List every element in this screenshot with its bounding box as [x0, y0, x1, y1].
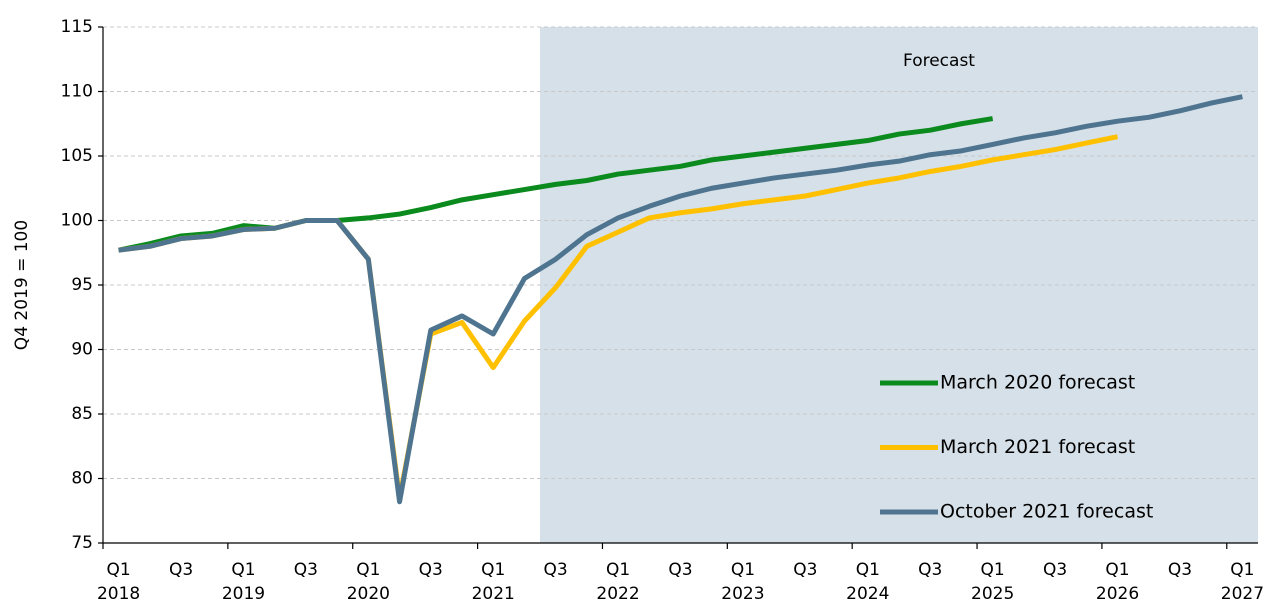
x-tick-label: Q1: [356, 560, 380, 580]
y-tick-label: 110: [61, 82, 93, 102]
x-tick-year: 2025: [971, 584, 1014, 604]
x-tick-label: Q3: [544, 560, 568, 580]
x-tick-year: 2019: [222, 584, 265, 604]
x-tick-label: Q1: [731, 560, 755, 580]
x-tick-label: Q1: [1105, 560, 1129, 580]
x-tick-year: 2024: [846, 584, 889, 604]
x-tick-year: 2022: [596, 584, 639, 604]
x-tick-label: Q1: [856, 560, 880, 580]
x-tick-label: Q1: [107, 560, 131, 580]
x-tick-label: Q3: [668, 560, 692, 580]
x-tick-label: Q3: [1043, 560, 1067, 580]
legend-label: March 2021 forecast: [940, 436, 1135, 458]
y-tick-label: 105: [61, 146, 93, 166]
y-tick-label: 85: [71, 404, 93, 424]
y-tick-label: 100: [61, 211, 93, 231]
x-tick-year: 2027: [1221, 584, 1264, 604]
x-tick-label: Q3: [169, 560, 193, 580]
legend-label: March 2020 forecast: [940, 372, 1135, 394]
x-tick-label: Q1: [981, 560, 1005, 580]
y-tick-label: 75: [71, 533, 93, 553]
x-tick-label: Q3: [918, 560, 942, 580]
x-tick-year: 2021: [472, 584, 515, 604]
y-tick-label: 90: [71, 340, 93, 360]
series-line: [118, 94, 1243, 505]
y-tick-label: 80: [71, 469, 93, 489]
x-tick-label: Q3: [294, 560, 318, 580]
x-tick-label: Q3: [419, 560, 443, 580]
x-tick-label: Q1: [606, 560, 630, 580]
forecast-shade: [540, 27, 1258, 543]
x-tick-label: Q1: [1230, 560, 1254, 580]
y-tick-label: 115: [61, 17, 93, 37]
x-tick-year: 2020: [347, 584, 390, 604]
x-tick-year: 2026: [1096, 584, 1139, 604]
forecast-label: Forecast: [903, 51, 975, 71]
y-tick-label: 95: [71, 275, 93, 295]
x-tick-label: Q1: [481, 560, 505, 580]
x-tick-label: Q3: [1168, 560, 1192, 580]
x-tick-label: Q1: [231, 560, 255, 580]
y-axis-label: Q4 2019 = 100: [12, 220, 32, 350]
x-tick-year: 2018: [97, 584, 140, 604]
x-tick-year: 2023: [721, 584, 764, 604]
x-tick-label: Q3: [793, 560, 817, 580]
legend-label: October 2021 forecast: [940, 501, 1153, 523]
